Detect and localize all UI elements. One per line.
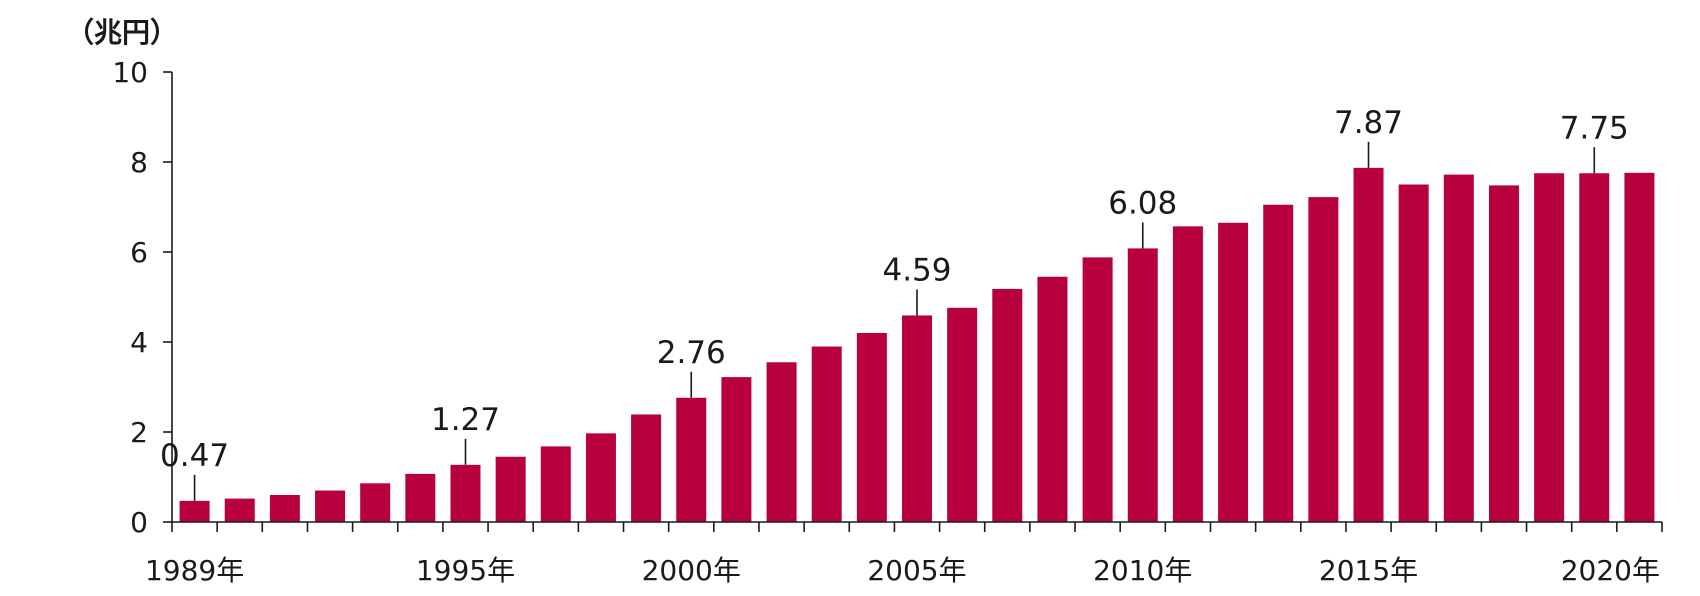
bar-2004 bbox=[856, 333, 887, 522]
x-tick-label-1989: 1989年 bbox=[145, 554, 244, 587]
bar-1997 bbox=[540, 446, 571, 522]
data-label-1989: 0.47 bbox=[160, 438, 229, 474]
data-label-2015: 7.87 bbox=[1334, 105, 1403, 141]
y-tick-label-10: 10 bbox=[112, 56, 148, 89]
bar-1999 bbox=[631, 414, 662, 522]
bar-2000 bbox=[676, 397, 707, 522]
bar-2008 bbox=[1037, 276, 1068, 522]
bar-2010 bbox=[1127, 248, 1158, 522]
bar-2014 bbox=[1308, 197, 1339, 522]
bar-2017 bbox=[1443, 174, 1474, 522]
bar-2019 bbox=[1534, 173, 1565, 522]
bar-2012 bbox=[1218, 222, 1249, 522]
bar-2002 bbox=[766, 362, 797, 522]
bar-2020 bbox=[1579, 173, 1610, 522]
x-tick-label-2015: 2015年 bbox=[1319, 554, 1418, 587]
bar-2021 bbox=[1624, 172, 1655, 523]
bar-2005 bbox=[902, 315, 932, 522]
y-tick-label-6: 6 bbox=[130, 236, 148, 269]
bar-2007 bbox=[992, 288, 1023, 522]
data-label-2020: 7.75 bbox=[1560, 110, 1629, 146]
bar-2015 bbox=[1353, 167, 1384, 522]
bar-1991 bbox=[269, 495, 300, 522]
bar-2003 bbox=[811, 346, 842, 522]
y-tick-label-8: 8 bbox=[130, 146, 148, 179]
bar-1992 bbox=[315, 490, 346, 522]
y-axis-unit-label: （兆円） bbox=[66, 16, 178, 49]
bar-2001 bbox=[721, 377, 752, 522]
bars-layer bbox=[179, 167, 1655, 523]
bar-1990 bbox=[224, 498, 255, 522]
x-ticks-layer: 1989年 1995年 2000年 2005年 2010年 2015年 2020年 bbox=[145, 522, 1663, 587]
bar-1996 bbox=[495, 456, 526, 522]
bar-2006 bbox=[947, 307, 978, 522]
data-label-2000: 2.76 bbox=[657, 335, 726, 371]
x-tick-label-2010: 2010年 bbox=[1093, 554, 1192, 587]
bar-1994 bbox=[405, 473, 436, 522]
y-tick-label-4: 4 bbox=[130, 326, 148, 359]
bar-2009 bbox=[1082, 257, 1113, 522]
x-tick-label-2020: 2020年 bbox=[1561, 554, 1660, 587]
data-label-2005: 4.59 bbox=[882, 252, 951, 288]
bar-2016 bbox=[1398, 184, 1429, 522]
data-label-2010: 6.08 bbox=[1108, 185, 1177, 221]
y-ticks-layer: 0 2 4 6 8 10 bbox=[112, 56, 172, 539]
bar-1993 bbox=[360, 483, 391, 522]
y-tick-label-2: 2 bbox=[130, 416, 148, 449]
x-tick-label-1995: 1995年 bbox=[416, 554, 515, 587]
x-tick-label-2005: 2005年 bbox=[867, 554, 966, 587]
bar-1995 bbox=[450, 464, 481, 522]
annotations-layer: 0.47 1.27 2.76 4.59 6.08 7.87 7.75 bbox=[160, 105, 1629, 501]
bar-1989 bbox=[179, 500, 210, 522]
bar-2011 bbox=[1172, 226, 1203, 522]
bar-1998 bbox=[585, 433, 616, 522]
axes-layer bbox=[171, 72, 1662, 523]
x-tick-label-2000: 2000年 bbox=[642, 554, 741, 587]
data-label-1995: 1.27 bbox=[431, 402, 500, 438]
bar-2013 bbox=[1263, 204, 1294, 522]
y-tick-label-0: 0 bbox=[130, 506, 148, 539]
bar-2018 bbox=[1488, 185, 1519, 522]
